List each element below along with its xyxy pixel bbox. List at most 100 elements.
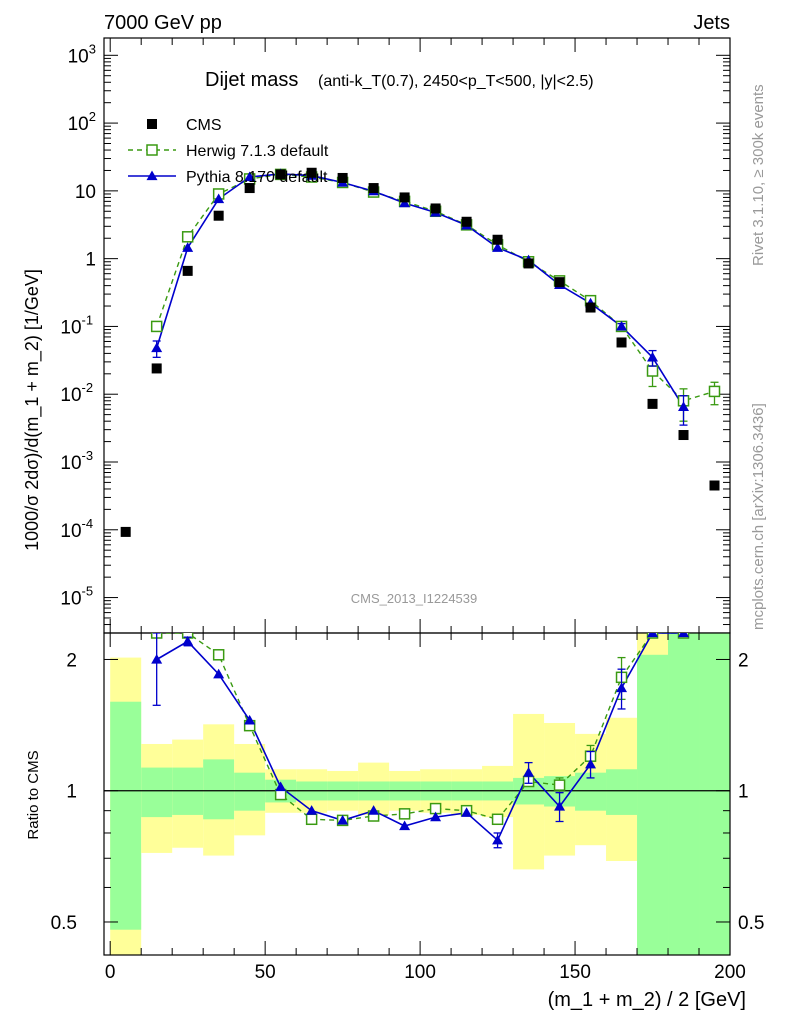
pythia-marker (244, 171, 256, 182)
herwig-ratio-marker (491, 813, 504, 826)
pythia-ratio-marker (399, 820, 411, 831)
y-tick-exponent: -5 (82, 584, 94, 599)
herwig-ratio-marker (212, 649, 225, 661)
ratio-axis-label: Ratio to CMS (25, 750, 42, 839)
chart-title-detail: (anti-k_T(0.7), 2450<p_T<500, |y|<2.5) (318, 73, 594, 90)
pythia-ratio-marker (585, 758, 597, 769)
x-axis-label: (m_1 + m_2) / 2 [GeV] (548, 989, 746, 1011)
cms-data-point (430, 203, 441, 214)
y-tick-label: 10-2 (60, 380, 93, 406)
analysis-watermark: CMS_2013_I1224539 (351, 591, 478, 606)
pythia-line (155, 173, 685, 408)
y-tick-exponent: -4 (82, 516, 94, 531)
pythia-ratio-marker (244, 714, 256, 725)
y-tick-exponent: 3 (89, 41, 96, 56)
y-tick-exponent: -2 (82, 380, 94, 395)
pythia-marker (678, 401, 690, 412)
cms-data-point (275, 169, 286, 180)
y-tick-label: 1 (85, 250, 96, 271)
ratio-series (150, 633, 690, 849)
pythia-marker (182, 242, 194, 252)
cms-data-point (151, 363, 162, 374)
ratio-tick-label-right: 0.5 (738, 913, 764, 934)
x-tick-label: 150 (559, 962, 591, 983)
band-inner (668, 633, 700, 955)
pythia-ratio-marker (275, 781, 287, 792)
x-tick-label: 0 (105, 962, 116, 983)
mcplots-source-label: mcplots.cern.ch [arXiv:1306.3436] (750, 403, 767, 630)
pythia-ratio-marker (306, 805, 318, 815)
cms-data-point (399, 192, 410, 203)
band-inner (606, 769, 638, 815)
ratio-tick-label: 1 (66, 782, 77, 803)
band-inner (203, 759, 235, 820)
pythia-ratio-marker (554, 801, 566, 811)
cms-data-point (213, 210, 224, 221)
pythia-ratio-marker (492, 834, 504, 845)
cms-data-point (244, 183, 255, 194)
ratio-frame (103, 632, 731, 956)
header-jets-label: Jets (693, 12, 730, 34)
cms-data-point (120, 526, 131, 537)
legend-label: Pythia 8.170 default (186, 169, 328, 186)
herwig-ratio-marker (305, 813, 318, 826)
ratio-tick-label-right: 2 (738, 650, 749, 671)
band-inner (637, 654, 669, 955)
ratio-panel: 0 50 100 150 200 2 2 1 1 0.5 0.5 (51, 632, 764, 983)
header-energy-label: 7000 GeV pp (104, 12, 222, 34)
cms-data-point (647, 398, 658, 409)
herwig-marker (708, 385, 721, 398)
pythia-ratio-marker (213, 668, 225, 679)
pythia-ratio-marker (368, 805, 380, 815)
herwig-marker (646, 365, 659, 377)
pythia-ratio-marker (523, 767, 535, 777)
cms-data-point (616, 337, 627, 348)
band-inner (110, 701, 142, 930)
cms-data-point (368, 183, 379, 194)
band-inner (699, 633, 730, 955)
band-inner (141, 767, 173, 818)
pythia-ratio-marker (430, 811, 442, 822)
legend-herwig-marker (146, 144, 158, 156)
legend: CMS Herwig 7.1.3 default Pythia 8.170 defa… (128, 117, 329, 186)
pythia-ratio-marker (151, 653, 163, 664)
y-axis-label: 1000/σ 2dσ)/d(m_1 + m_2) [1/GeV] (22, 269, 43, 551)
chart-title: Dijet mass (205, 69, 298, 91)
ratio-tick-label: 0.5 (51, 913, 77, 934)
legend-label: CMS (186, 117, 222, 134)
pythia-marker (647, 351, 659, 362)
pythia-ratio-marker (182, 635, 194, 646)
pythia-ratio-marker (461, 807, 473, 817)
cms-data-point (585, 302, 596, 313)
pythia-ratio-marker (647, 633, 659, 638)
x-tick-label: 200 (714, 962, 746, 983)
rivet-version-label: Rivet 3.1.10, ≥ 300k events (750, 84, 767, 266)
pythia-marker (492, 242, 504, 252)
y-tick-label: 103 (68, 41, 96, 67)
x-tick-label: 100 (404, 962, 436, 983)
y-tick-exponent: -3 (82, 448, 94, 463)
x-tick-label: 50 (255, 962, 276, 983)
ratio-tick-label: 2 (66, 650, 77, 671)
cms-data-point (492, 234, 503, 245)
cms-data-point (709, 480, 720, 491)
cms-data-point (337, 172, 348, 183)
herwig-ratio-marker (398, 808, 411, 820)
cms-data-point (461, 216, 472, 227)
y-tick-label: 10-4 (60, 516, 93, 542)
legend-label: Herwig 7.1.3 default (186, 143, 329, 160)
herwig-marker (181, 231, 194, 243)
pythia-ratio-marker (337, 814, 349, 825)
y-tick-exponent: -1 (82, 312, 94, 327)
cms-data-point (182, 265, 193, 276)
y-tick-label: 102 (68, 109, 96, 135)
herwig-ratio-line (156, 633, 684, 822)
cms-data-point (554, 277, 565, 288)
cms-data-point (678, 430, 689, 441)
pythia-marker (616, 320, 628, 331)
y-tick-label: 10-3 (60, 448, 93, 474)
y-tick-label: 10-5 (60, 584, 93, 610)
legend-pythia-marker (146, 170, 158, 181)
ratio-tick-label-right: 1 (738, 782, 749, 803)
